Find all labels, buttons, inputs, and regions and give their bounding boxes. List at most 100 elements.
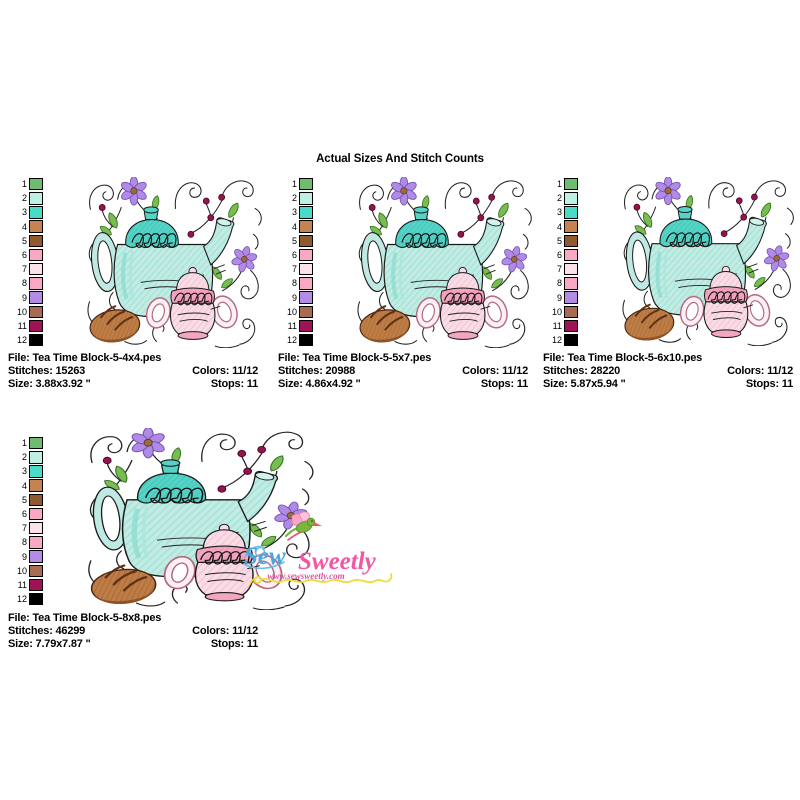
- palette-row: 3: [12, 206, 43, 219]
- color-count: Colors: 11/12: [462, 365, 528, 377]
- thread-color-swatch: [28, 277, 43, 290]
- palette-row: 6: [12, 507, 43, 521]
- palette-row: 12: [282, 333, 313, 347]
- stitch-count: Stitches: 20988: [278, 365, 356, 377]
- palette-row: 5: [547, 234, 578, 248]
- thread-number: 9: [556, 292, 562, 303]
- thread-color-swatch: [563, 177, 578, 191]
- thread-color-swatch: [298, 319, 313, 333]
- palette-row: 9: [12, 291, 43, 304]
- palette-row: 3: [282, 206, 313, 219]
- thread-color-palette: 1 2 3 4 5 6: [12, 177, 43, 348]
- embroidery-design-preview: [620, 177, 798, 346]
- palette-row: 11: [282, 319, 313, 333]
- palette-row: 2: [12, 451, 43, 464]
- thread-color-swatch: [563, 262, 578, 276]
- thread-color-swatch: [28, 451, 43, 464]
- thread-color-swatch: [563, 291, 578, 304]
- palette-row: 3: [12, 465, 43, 478]
- thread-number: 9: [291, 292, 297, 303]
- palette-row: 11: [12, 319, 43, 333]
- thread-number: 1: [556, 179, 562, 190]
- file-name: File: Tea Time Block-5-6x10.pes: [543, 352, 703, 364]
- thread-color-swatch: [298, 206, 313, 219]
- thread-number: 6: [21, 250, 27, 261]
- thread-color-swatch: [563, 319, 578, 333]
- thread-number: 6: [291, 250, 297, 261]
- design-size: Size: 7.79x7.87 ": [8, 638, 91, 650]
- thread-number: 8: [291, 278, 297, 289]
- thread-color-swatch: [563, 220, 578, 233]
- thread-color-swatch: [28, 493, 43, 507]
- design-size: Size: 4.86x4.92 ": [278, 378, 361, 390]
- design-size: Size: 5.87x5.94 ": [543, 378, 626, 390]
- thread-color-swatch: [28, 578, 43, 592]
- palette-row: 8: [547, 277, 578, 290]
- thread-color-swatch: [298, 177, 313, 191]
- design-info: File: Tea Time Block-5-5x7.pes Stitches:…: [278, 352, 528, 391]
- thread-number: 12: [16, 594, 27, 605]
- thread-number: 5: [21, 235, 27, 246]
- thread-color-swatch: [563, 206, 578, 219]
- thread-color-swatch: [28, 550, 43, 563]
- thread-number: 10: [286, 306, 297, 317]
- thread-color-swatch: [28, 592, 43, 606]
- palette-row: 4: [282, 220, 313, 233]
- brand-text-sweetly: Sweetly: [298, 548, 377, 575]
- thread-color-swatch: [28, 262, 43, 276]
- thread-number: 7: [291, 264, 297, 275]
- thread-number: 5: [21, 494, 27, 505]
- panel-4x4: 1 2 3 4 5 6: [8, 175, 270, 403]
- design-info: File: Tea Time Block-5-4x4.pes Stitches:…: [8, 352, 258, 391]
- palette-row: 7: [12, 262, 43, 276]
- thread-number: 5: [291, 235, 297, 246]
- thread-number: 2: [21, 452, 27, 463]
- thread-color-palette: 1 2 3 4 5 6: [12, 436, 43, 607]
- design-size: Size: 3.88x3.92 ": [8, 378, 91, 390]
- thread-number: 4: [291, 221, 297, 232]
- stitch-count: Stitches: 46299: [8, 625, 86, 637]
- thread-number: 2: [21, 193, 27, 204]
- design-info: File: Tea Time Block-5-8x8.pes Stitches:…: [8, 612, 258, 651]
- thread-number: 1: [21, 438, 27, 449]
- design-info: File: Tea Time Block-5-6x10.pes Stitches…: [543, 352, 793, 391]
- thread-color-swatch: [28, 521, 43, 535]
- thread-color-swatch: [28, 436, 43, 450]
- palette-row: 1: [282, 177, 313, 191]
- thread-color-swatch: [298, 291, 313, 304]
- thread-number: 12: [286, 335, 297, 346]
- thread-number: 10: [16, 565, 27, 576]
- thread-number: 12: [16, 335, 27, 346]
- yellow-squiggle: [249, 573, 393, 585]
- thread-color-swatch: [563, 277, 578, 290]
- hummingbird-icon: [284, 512, 322, 541]
- thread-color-swatch: [563, 192, 578, 205]
- palette-row: 4: [12, 220, 43, 233]
- palette-row: 11: [12, 578, 43, 592]
- thread-color-palette: 1 2 3 4 5 6: [547, 177, 578, 348]
- embroidery-design-preview: [355, 177, 536, 348]
- palette-row: 12: [547, 333, 578, 347]
- thread-color-swatch: [298, 262, 313, 276]
- palette-row: 6: [282, 248, 313, 262]
- palette-row: 1: [547, 177, 578, 191]
- palette-row: 4: [547, 220, 578, 233]
- thread-number: 3: [21, 207, 27, 218]
- color-count: Colors: 11/12: [727, 365, 793, 377]
- stop-count: Stops: 11: [480, 378, 528, 390]
- brand-url: www.sewsweetly.com: [267, 571, 344, 581]
- thread-color-swatch: [28, 319, 43, 333]
- thread-color-swatch: [28, 206, 43, 219]
- thread-number: 3: [21, 466, 27, 477]
- thread-number: 4: [21, 221, 27, 232]
- thread-number: 2: [291, 193, 297, 204]
- thread-color-swatch: [563, 333, 578, 347]
- thread-number: 7: [21, 264, 27, 275]
- thread-color-swatch: [298, 277, 313, 290]
- thread-color-swatch: [28, 333, 43, 347]
- thread-color-swatch: [563, 234, 578, 248]
- file-name: File: Tea Time Block-5-8x8.pes: [8, 612, 162, 624]
- thread-number: 3: [291, 207, 297, 218]
- thread-color-swatch: [298, 234, 313, 248]
- thread-number: 6: [21, 509, 27, 520]
